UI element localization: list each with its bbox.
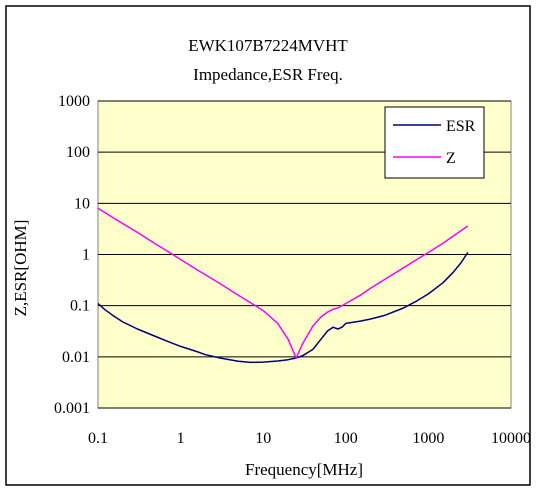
- series-line-esr: [97, 251, 469, 364]
- x-tick-labels: 0.1 1 10 100 1000 10000: [88, 430, 531, 447]
- x-tick-label: 10: [255, 430, 271, 447]
- y-tick-label: 0.01: [62, 349, 90, 366]
- legend: ESR Z: [384, 106, 485, 179]
- y-tick-label: 0.1: [70, 298, 90, 315]
- x-tick-label: 100: [334, 430, 358, 447]
- chart-subtitle: Impedance,ESR Freq.: [193, 65, 343, 84]
- x-tick-label: 1000: [412, 430, 444, 447]
- grid-lines: [98, 100, 511, 409]
- x-tick-label: 0.1: [88, 430, 108, 447]
- legend-label-z: Z: [446, 150, 456, 167]
- y-tick-label: 10: [74, 195, 90, 212]
- chart-title: EWK107B7224MVHT: [188, 36, 348, 55]
- legend-box: [384, 106, 485, 179]
- x-axis-label: Frequency[MHz]: [245, 460, 363, 479]
- y-tick-label: 0.001: [54, 400, 90, 417]
- y-axis-label: Z,ESR[OHM]: [11, 220, 30, 317]
- x-tick-label: 1: [177, 430, 185, 447]
- y-tick-label: 100: [66, 144, 90, 161]
- series-layer: [97, 207, 469, 364]
- series-line-z: [97, 207, 469, 359]
- y-tick-labels: 0.001 0.01 0.1 1 10 100 1000: [54, 93, 90, 417]
- legend-label-esr: ESR: [446, 118, 476, 135]
- x-tick-label: 10000: [491, 430, 531, 447]
- y-tick-label: 1000: [58, 93, 90, 110]
- y-tick-label: 1: [82, 247, 90, 264]
